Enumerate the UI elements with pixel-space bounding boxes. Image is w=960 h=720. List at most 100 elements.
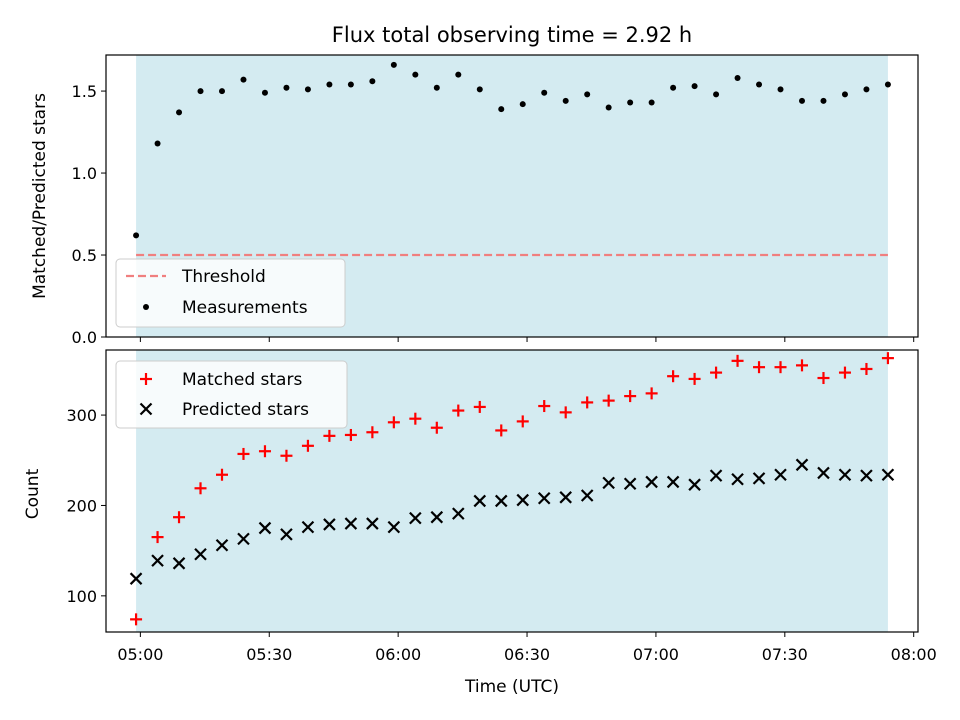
predicted-star-point: [301, 520, 315, 534]
measurement-point: [176, 109, 183, 116]
matched-star-point: [581, 396, 594, 409]
measurement-point: [841, 91, 848, 98]
measurement-point: [476, 86, 483, 93]
legend-threshold-label: Threshold: [181, 267, 266, 287]
x-axis-label: Time (UTC): [464, 677, 559, 697]
predicted-star-point: [688, 478, 701, 491]
axes-frame-bottom: [105, 349, 919, 633]
cross-stroke: [452, 507, 465, 520]
matched-star-point: [860, 362, 873, 375]
measurement-point: [670, 84, 677, 91]
cross-stroke: [645, 475, 658, 489]
matched-star-point: [280, 449, 293, 462]
matched-star-point: [817, 372, 830, 385]
matched-star-point: [301, 439, 314, 452]
y-tick-label: 1.5: [72, 82, 97, 101]
legend-cross-marker: [139, 402, 153, 416]
cross-stroke: [580, 489, 594, 502]
measurement-point: [541, 89, 548, 96]
cross-stroke: [688, 478, 701, 491]
measurement-point: [713, 91, 720, 98]
matched-star-point: [151, 531, 164, 544]
predicted-star-point: [280, 528, 293, 541]
predicted-star-point: [559, 491, 572, 504]
predicted-star-point: [731, 472, 744, 486]
measurement-point: [820, 97, 827, 104]
measurement-point: [154, 140, 161, 147]
cross-stroke: [731, 472, 744, 486]
matched-star-point: [516, 415, 529, 428]
matched-star-point: [753, 361, 766, 374]
measurement-point: [648, 99, 655, 106]
y-tick-label: 300: [66, 406, 97, 425]
legend-frame-bottom: [115, 360, 348, 429]
matched-star-point: [645, 387, 658, 400]
predicted-star-point: [623, 477, 637, 491]
cross-stroke: [172, 557, 186, 570]
ratio-panel: 0.0 0.5 1.0 1.5 Matched/Predicted stars Thr…: [30, 54, 919, 347]
measurement-point: [519, 101, 526, 108]
matched-star-point: [194, 482, 207, 495]
matched-star-point: [409, 412, 422, 425]
legend-measurements-swatch: [143, 304, 149, 310]
predicted-star-point: [752, 472, 766, 485]
predicted-star-point: [580, 489, 594, 502]
measurement-point: [863, 86, 870, 93]
measurement-point: [283, 84, 290, 91]
predicted-star-point: [172, 557, 186, 570]
cross-stroke: [666, 475, 680, 489]
matched-star-point: [624, 390, 637, 403]
cross-stroke: [237, 532, 250, 546]
figure-title: Flux total observing time = 2.92 h: [332, 23, 692, 47]
predicted-star-point: [151, 554, 164, 567]
cross-stroke: [817, 466, 830, 480]
matched-star-point: [881, 352, 894, 365]
matched-star-point: [216, 468, 228, 481]
measurement-point: [369, 78, 376, 85]
matched-star-point: [473, 400, 486, 413]
matched-star-point: [838, 366, 851, 379]
measurement-point: [884, 81, 891, 88]
legend-top: Threshold Measurements: [115, 258, 346, 328]
y-tick-label: 100: [66, 587, 97, 606]
predicted-star-point: [494, 494, 508, 508]
measurement-point: [261, 89, 268, 96]
predicted-star-point: [215, 538, 229, 552]
cross-stroke: [215, 538, 229, 552]
cross-stroke: [387, 520, 401, 534]
predicted-star-point: [366, 517, 379, 530]
measurement-point: [304, 86, 311, 93]
predicted-star-point: [774, 468, 787, 482]
cross-stroke: [430, 510, 444, 524]
measurement-point: [219, 88, 225, 95]
predicted-star-point: [452, 507, 465, 520]
matched-star-point: [323, 429, 336, 442]
predicted-star-point: [323, 518, 336, 531]
cross-stroke: [139, 402, 153, 416]
matched-star-point: [130, 613, 143, 626]
measurement-point: [412, 71, 419, 78]
predicted-star-point: [516, 493, 530, 507]
cross-stroke: [473, 494, 487, 508]
cross-stroke: [301, 520, 315, 534]
measurement-point: [777, 86, 784, 93]
cross-stroke: [795, 458, 809, 472]
predicted-star-point: [881, 468, 895, 482]
matched-star-point: [602, 394, 615, 407]
cross-stroke: [494, 494, 508, 508]
cross-stroke: [409, 511, 422, 525]
cross-stroke: [537, 491, 551, 505]
predicted-star-point: [409, 511, 422, 525]
predicted-star-point: [473, 494, 487, 508]
measurement-point: [627, 99, 634, 106]
cross-stroke: [709, 469, 723, 482]
measurement-point: [240, 76, 247, 83]
predicted-star-point: [817, 466, 830, 480]
cross-stroke: [194, 547, 207, 561]
x-tick-label: 08:00: [891, 645, 937, 664]
measurement-point: [605, 104, 612, 111]
measurement-point: [455, 71, 462, 78]
legend-predicted-label: Predicted stars: [182, 400, 309, 420]
matched-star-point: [667, 370, 680, 383]
cross-stroke: [516, 493, 530, 507]
